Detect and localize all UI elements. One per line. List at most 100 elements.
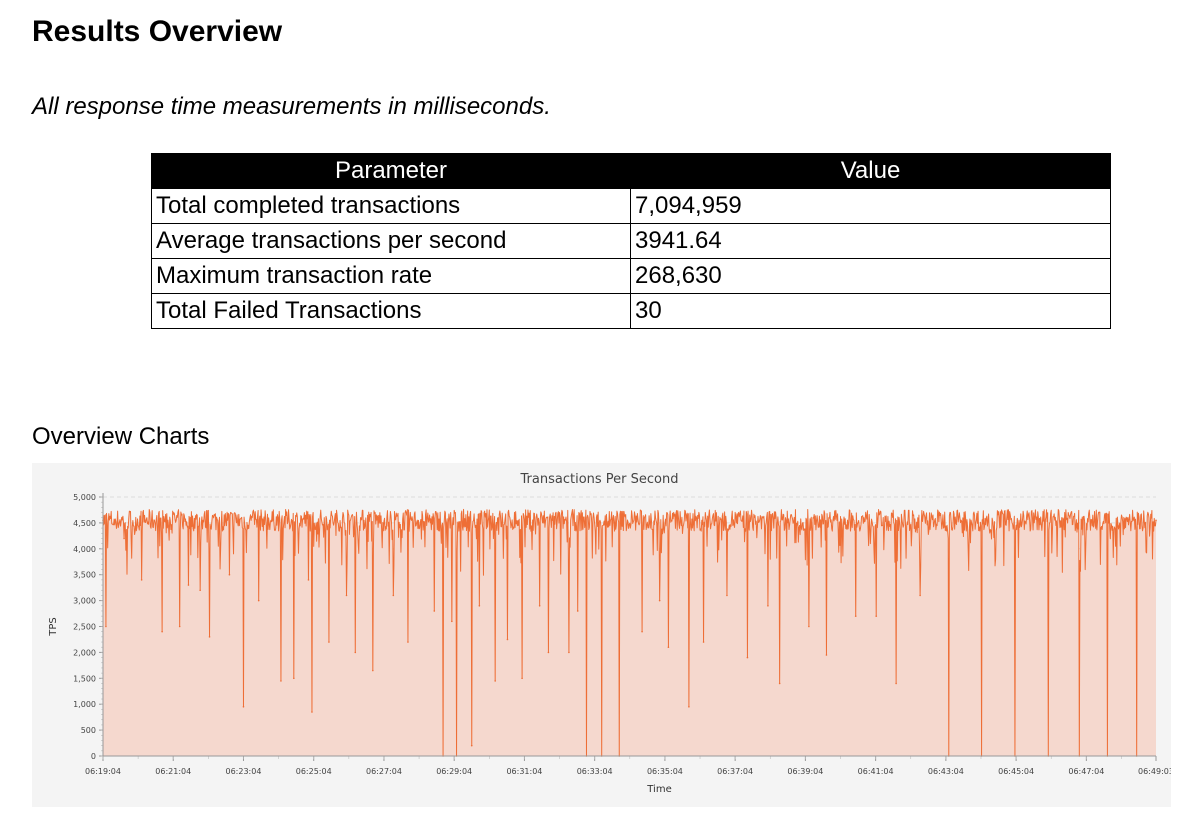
data-point — [875, 615, 878, 617]
y-tick-label: 3,000 — [73, 597, 96, 606]
data-point — [307, 579, 310, 581]
data-point — [854, 615, 857, 617]
x-tick-label: 06:41:04 — [858, 767, 894, 776]
y-tick-label: 4,500 — [73, 519, 96, 528]
y-tick-label: 1,500 — [73, 674, 96, 683]
data-point — [825, 654, 828, 656]
data-point — [280, 680, 282, 682]
data-point — [641, 630, 643, 633]
data-point — [919, 594, 921, 597]
data-point — [407, 641, 409, 643]
data-point — [538, 604, 541, 607]
data-point — [521, 677, 523, 680]
units-note: All response time measurements in millis… — [32, 93, 551, 120]
x-tick-label: 06:49:03 — [1138, 767, 1171, 776]
x-tick-label: 06:47:04 — [1068, 767, 1104, 776]
x-tick-label: 06:25:04 — [296, 767, 332, 776]
data-point — [433, 610, 436, 612]
data-point — [105, 625, 107, 628]
data-point — [808, 625, 810, 628]
data-point — [451, 620, 453, 623]
data-point — [328, 641, 330, 643]
data-point — [372, 669, 374, 672]
data-point — [778, 682, 781, 685]
data-point — [767, 604, 769, 607]
data-point — [257, 599, 260, 602]
table-row: Total Failed Transactions 30 — [151, 293, 1111, 329]
data-point — [354, 651, 357, 654]
data-point — [345, 594, 348, 597]
y-tick-label: 4,000 — [73, 545, 96, 554]
data-point — [470, 744, 473, 747]
data-point — [161, 630, 163, 633]
y-tick-label: 500 — [81, 726, 96, 735]
page-title: Results Overview — [32, 15, 283, 48]
data-point — [228, 573, 231, 576]
parameter-cell: Average transactions per second — [151, 223, 631, 259]
data-point — [667, 646, 670, 649]
x-tick-label: 06:43:04 — [928, 767, 964, 776]
data-point — [547, 651, 550, 654]
x-tick-label: 06:35:04 — [647, 767, 683, 776]
data-point — [576, 610, 579, 612]
data-point — [478, 604, 481, 607]
x-axis-label: Time — [646, 784, 671, 795]
series-area-fill — [103, 509, 1156, 756]
data-point — [392, 594, 395, 597]
parameter-cell: Maximum transaction rate — [151, 258, 631, 294]
data-point — [242, 705, 245, 708]
results-table: Parameter Value Total completed transact… — [151, 153, 1111, 329]
chart-title: Transactions Per Second — [520, 472, 679, 487]
table-row: Total completed transactions 7,094,959 — [151, 188, 1111, 224]
data-point — [702, 641, 705, 643]
x-tick-label: 06:33:04 — [577, 767, 613, 776]
value-cell: 268,630 — [630, 258, 1111, 294]
data-point — [895, 682, 897, 685]
x-tick-label: 06:39:04 — [787, 767, 823, 776]
x-tick-label: 06:31:04 — [506, 767, 542, 776]
value-cell: 7,094,959 — [630, 188, 1111, 224]
tps-chart: Transactions Per Second 0 500 1,000 1,500 2,0… — [48, 472, 1171, 795]
data-point — [1155, 519, 1157, 522]
x-tick-label: 06:21:04 — [155, 767, 191, 776]
value-cell: 3941.64 — [630, 223, 1111, 259]
data-point — [613, 522, 615, 524]
y-tick-label: 5,000 — [73, 493, 96, 502]
table-row: Maximum transaction rate 268,630 — [151, 258, 1111, 294]
data-point — [494, 680, 496, 682]
x-tick-label: 06:37:04 — [717, 767, 753, 776]
x-tick-label: 06:29:04 — [436, 767, 472, 776]
data-point — [506, 638, 509, 641]
data-point — [658, 599, 661, 602]
tps-chart-panel: Transactions Per Second 0 500 1,000 1,500 2,0… — [32, 463, 1171, 807]
x-tick-label: 06:27:04 — [366, 767, 402, 776]
data-point — [187, 584, 190, 586]
x-tick-label: 06:23:04 — [226, 767, 262, 776]
parameter-cell: Total completed transactions — [151, 188, 631, 224]
x-tick-label: 06:45:04 — [998, 767, 1034, 776]
y-tick-label: 2,500 — [73, 623, 96, 632]
data-point — [178, 625, 181, 628]
y-tick-label: 1,000 — [73, 700, 96, 709]
data-point — [208, 636, 211, 638]
data-point — [123, 537, 125, 540]
y-tick-label: 2,000 — [73, 648, 96, 657]
column-header-value: Value — [630, 153, 1111, 189]
section-heading-overview-charts: Overview Charts — [32, 423, 210, 450]
series-line — [102, 508, 1157, 757]
data-point — [311, 711, 313, 713]
data-point — [688, 705, 690, 708]
table-row: Average transactions per second 3941.64 — [151, 223, 1111, 259]
data-point — [726, 594, 728, 597]
value-cell: 30 — [630, 293, 1111, 329]
y-axis-label: TPS — [48, 617, 59, 637]
y-tick-label: 0 — [91, 752, 96, 761]
data-point — [199, 589, 201, 592]
data-point — [746, 656, 749, 659]
data-point — [293, 677, 295, 680]
table-header-row: Parameter Value — [151, 153, 1111, 189]
column-header-parameter: Parameter — [151, 153, 631, 189]
data-point — [140, 579, 143, 581]
x-tick-label: 06:19:04 — [85, 767, 121, 776]
y-tick-label: 3,500 — [73, 571, 96, 580]
